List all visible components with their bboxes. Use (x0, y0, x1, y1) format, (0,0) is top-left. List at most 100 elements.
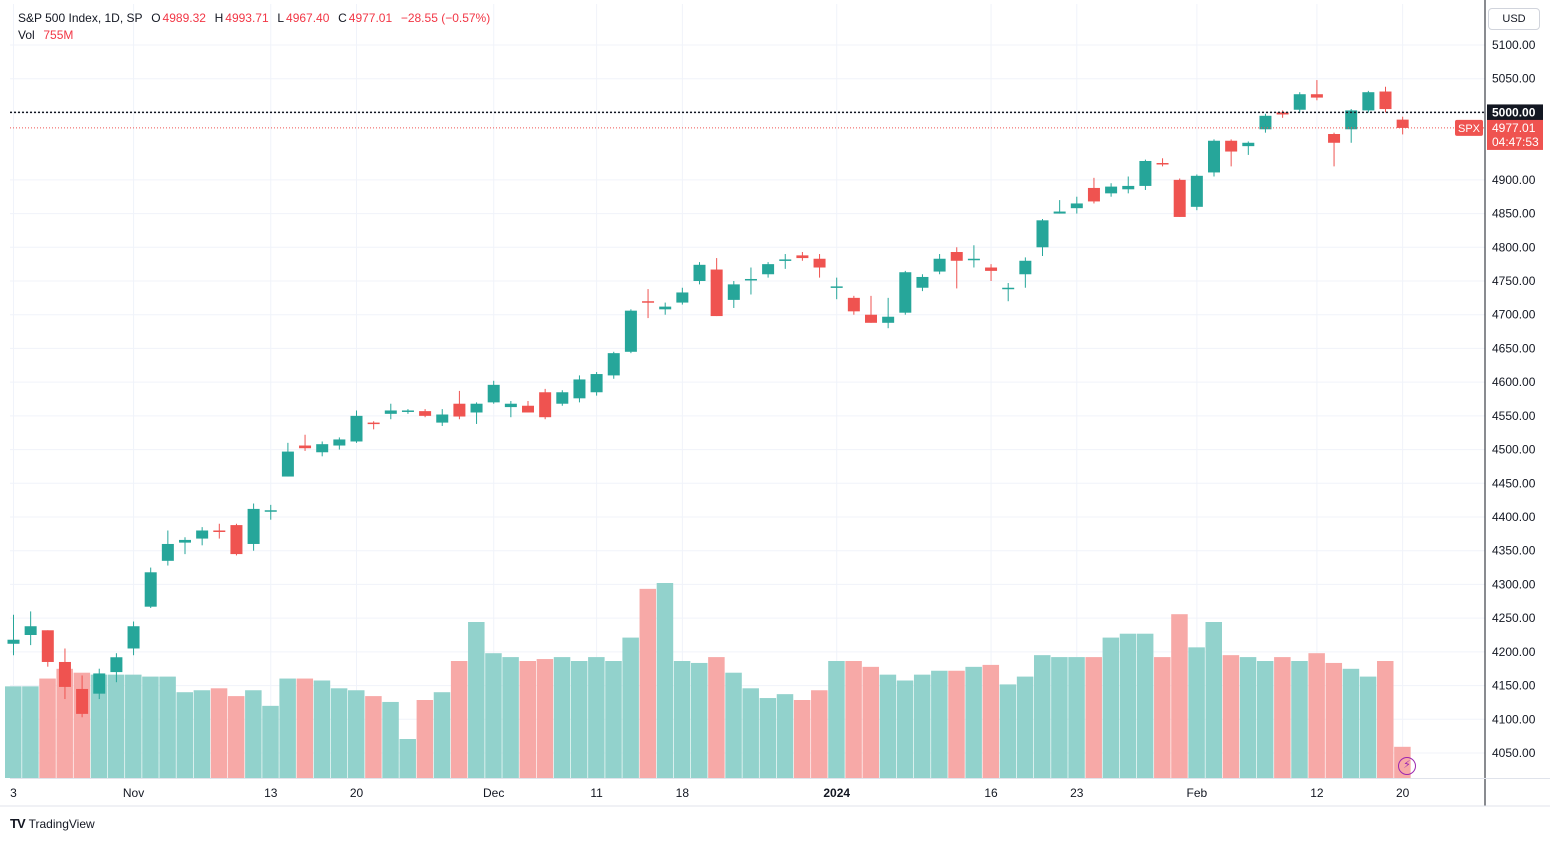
volume-bar (56, 668, 73, 778)
change-value: −28.55 (−0.57%) (400, 11, 491, 25)
volume-bar (1051, 657, 1068, 778)
candle-body (573, 379, 586, 399)
candle-body (1396, 119, 1409, 128)
volume-bar (1291, 661, 1308, 778)
price-markers (10, 111, 1485, 129)
candle-body (1276, 112, 1289, 115)
open-label: O (151, 11, 161, 25)
candle-body (1259, 115, 1272, 130)
volume-bar (1239, 657, 1257, 778)
volume-bar (1377, 661, 1394, 778)
candle-body (76, 688, 89, 714)
x-tick-label: Dec (483, 786, 504, 800)
y-tick-label: 4450.00 (1492, 476, 1536, 490)
candle-body (93, 673, 106, 694)
volume-bar (5, 686, 22, 778)
low-value: 4967.40 (286, 11, 330, 25)
volume-bar (1325, 662, 1343, 778)
candle-body (144, 572, 157, 607)
candle-body (1362, 92, 1375, 111)
candle-body (1242, 142, 1255, 147)
y-tick-label: 5100.00 (1492, 38, 1536, 52)
x-tick-label: 20 (350, 786, 364, 800)
candle-body (367, 422, 380, 425)
round-number-label: 5000.00 (1492, 105, 1536, 119)
volume-bar (828, 661, 845, 778)
candle-body (1139, 160, 1152, 186)
volume-bar (896, 680, 914, 778)
candle-body (487, 384, 500, 403)
x-tick-label: 23 (1070, 786, 1084, 800)
candle-body (1156, 163, 1169, 165)
y-tick-label: 4050.00 (1492, 746, 1536, 760)
candle-body (556, 392, 569, 404)
candle-body (1208, 140, 1220, 173)
volume-bar (622, 637, 639, 778)
candle-body (1105, 186, 1118, 194)
candle-body (539, 392, 552, 418)
candle-body (899, 272, 912, 313)
volume-bar (262, 705, 279, 778)
volume-bar (433, 692, 451, 778)
tradingview-brand[interactable]: TV TradingView (10, 816, 95, 831)
candle-body (1190, 175, 1203, 207)
volume-bar (913, 674, 931, 778)
candle-body (950, 252, 963, 261)
x-tick-label: Feb (1187, 786, 1208, 800)
volume-bar (193, 690, 211, 778)
y-tick-label: 4350.00 (1492, 544, 1536, 558)
lightning-icon[interactable]: ⚡ (1398, 757, 1416, 775)
candle-body (1019, 260, 1032, 275)
y-tick-label: 5050.00 (1492, 72, 1536, 86)
candle-body (590, 374, 603, 393)
brand-label: TradingView (28, 816, 95, 831)
volume-bar (725, 672, 742, 778)
candle-body (1122, 185, 1135, 190)
currency-button[interactable]: USD (1488, 8, 1540, 30)
candle-body (1053, 211, 1066, 214)
candle-body (967, 258, 980, 261)
volume-bar (296, 678, 314, 778)
volume-bar (605, 661, 622, 778)
volume-bar (1068, 657, 1085, 778)
volume-bar (793, 700, 811, 778)
y-tick-label: 4150.00 (1492, 679, 1536, 693)
volume-bar (1342, 668, 1360, 778)
y-tick-label: 4200.00 (1492, 645, 1536, 659)
candle-body (1310, 94, 1323, 98)
volume-bar (1222, 655, 1240, 778)
candle-body (213, 530, 226, 532)
volume-bar (759, 698, 777, 778)
symbol-label[interactable]: S&P 500 Index, 1D, SP (18, 11, 143, 25)
candle-body (419, 411, 432, 416)
candle-body (1293, 94, 1306, 110)
last-price-label-bg (1487, 119, 1543, 150)
y-tick-label: 4400.00 (1492, 510, 1536, 524)
volume-bar (416, 700, 434, 778)
volume-label[interactable]: Vol (18, 28, 35, 42)
candle-body (1087, 187, 1100, 202)
x-tick-label: 2024 (823, 786, 850, 800)
candle-body (1002, 287, 1015, 290)
candle-body (401, 410, 414, 412)
volume-bar (1085, 657, 1102, 778)
time-axis[interactable]: 3 Nov 13 20 Dec 11 18 2024 16 23 Feb 12 20 (10, 786, 1409, 800)
chart-legend: S&P 500 Index, 1D, SP O 4989.32 H 4993.71 … (18, 10, 492, 44)
candle-body (882, 316, 895, 323)
price-axis[interactable]: 5100.00 5050.00 5000.00 4900.00 4850.00 4800.… (1455, 38, 1543, 760)
candle-body (642, 301, 655, 303)
volume-bar (210, 688, 228, 778)
countdown-label: 04:47:53 (1492, 135, 1539, 149)
candle-body (504, 403, 517, 408)
candle-body (110, 657, 123, 673)
symbol-tag-bg (1455, 119, 1483, 136)
low-label: L (277, 11, 285, 25)
candle-body (247, 508, 260, 544)
volume-bar (553, 657, 571, 778)
volume-bar (107, 674, 125, 778)
y-tick-label: 4250.00 (1492, 611, 1536, 625)
candle-body (762, 264, 775, 275)
volume-bar (570, 661, 588, 778)
candle-body (1173, 179, 1186, 217)
